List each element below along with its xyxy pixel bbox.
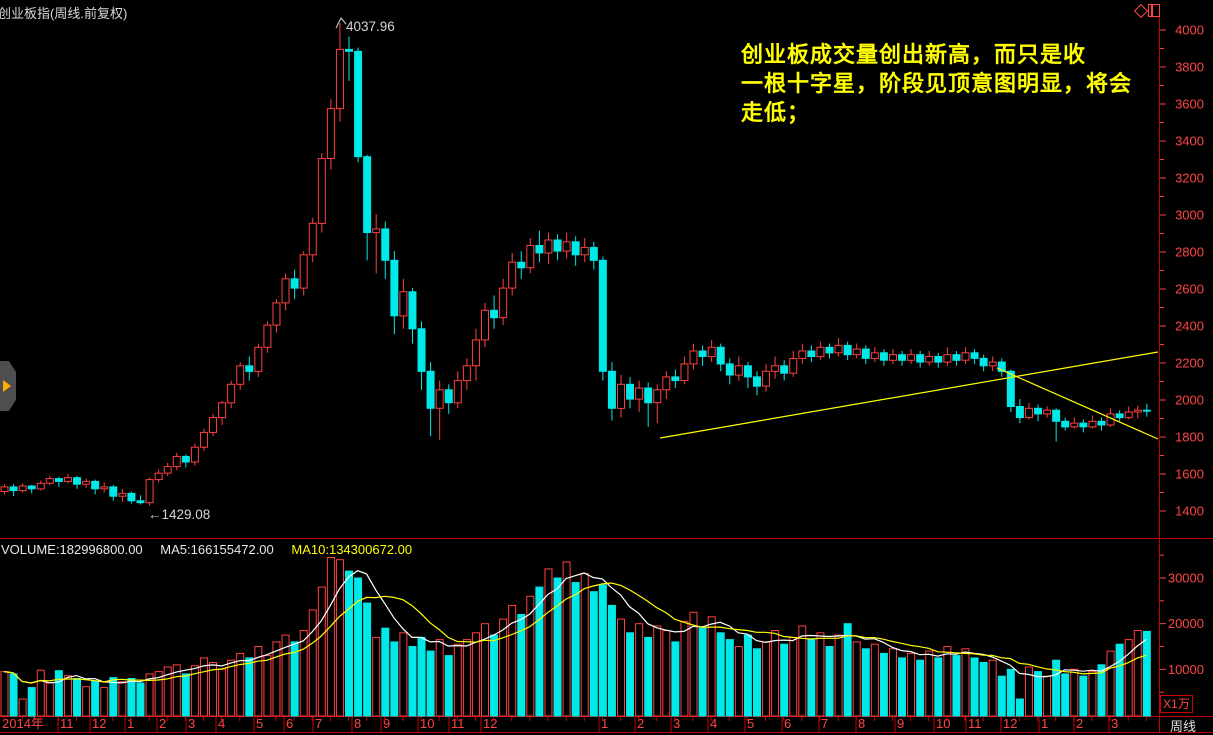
left-panel-expander[interactable] xyxy=(0,361,16,411)
svg-text:7: 7 xyxy=(315,716,322,731)
svg-text:2200: 2200 xyxy=(1175,356,1204,371)
svg-text:1: 1 xyxy=(601,716,608,731)
volume-value: VOLUME:182996800.00 xyxy=(1,542,143,557)
svg-text:6: 6 xyxy=(286,716,293,731)
svg-text:12: 12 xyxy=(483,716,497,731)
svg-text:2: 2 xyxy=(637,716,644,731)
svg-text:1: 1 xyxy=(1041,716,1048,731)
window-split-bar xyxy=(1151,5,1153,16)
svg-text:4037.96: 4037.96 xyxy=(346,19,395,34)
svg-text:←1429.08: ←1429.08 xyxy=(148,507,210,522)
svg-text:3200: 3200 xyxy=(1175,171,1204,186)
svg-text:10000: 10000 xyxy=(1168,662,1204,677)
svg-text:5: 5 xyxy=(256,716,263,731)
analyst-note: 创业板成交量创出新高，而只是收 一根十字星，阶段见顶意图明显，将会 走低； xyxy=(741,40,1132,127)
svg-text:3: 3 xyxy=(188,716,195,731)
svg-text:12: 12 xyxy=(1003,716,1017,731)
svg-text:11: 11 xyxy=(451,716,465,731)
svg-text:10: 10 xyxy=(936,716,950,731)
svg-text:9: 9 xyxy=(383,716,390,731)
svg-text:2: 2 xyxy=(159,716,166,731)
svg-text:2600: 2600 xyxy=(1175,282,1204,297)
svg-text:2014年: 2014年 xyxy=(2,716,44,731)
note-line: 一根十字星，阶段见顶意图明显，将会 xyxy=(741,71,1133,96)
svg-text:3: 3 xyxy=(1111,716,1118,731)
svg-text:1800: 1800 xyxy=(1175,430,1204,445)
instrument-title: 创业板指(周线.前复权) xyxy=(0,6,128,21)
svg-text:5: 5 xyxy=(747,716,754,731)
svg-text:3600: 3600 xyxy=(1175,97,1204,112)
svg-text:8: 8 xyxy=(858,716,865,731)
svg-text:4: 4 xyxy=(710,716,717,731)
svg-text:12: 12 xyxy=(92,716,106,731)
svg-text:4: 4 xyxy=(218,716,225,731)
svg-text:6: 6 xyxy=(784,716,791,731)
ma10-value: MA10:134300672.00 xyxy=(291,542,413,557)
svg-text:2: 2 xyxy=(1076,716,1083,731)
svg-text:4000: 4000 xyxy=(1175,23,1204,38)
volume-indicator-header: VOLUME:182996800.00 MA5:166155472.00 MA1… xyxy=(1,542,426,557)
window-split-icon[interactable] xyxy=(1148,4,1160,17)
svg-text:3: 3 xyxy=(673,716,680,731)
svg-text:11: 11 xyxy=(968,716,982,731)
svg-text:9: 9 xyxy=(897,716,904,731)
ma5-value: MA5:166155472.00 xyxy=(160,542,274,557)
svg-text:2800: 2800 xyxy=(1175,245,1204,260)
svg-text:8: 8 xyxy=(354,716,361,731)
svg-text:3000: 3000 xyxy=(1175,208,1204,223)
svg-text:20000: 20000 xyxy=(1168,616,1204,631)
note-line: 创业板成交量创出新高，而只是收 xyxy=(741,42,1087,67)
volume-unit-label: X1万 xyxy=(1160,695,1193,713)
period-label[interactable]: 周线 xyxy=(1170,719,1197,734)
svg-text:11: 11 xyxy=(60,716,74,731)
svg-text:2400: 2400 xyxy=(1175,319,1204,334)
arrow-right-icon xyxy=(3,380,11,392)
svg-text:10: 10 xyxy=(420,716,434,731)
svg-text:1400: 1400 xyxy=(1175,504,1204,519)
svg-text:1: 1 xyxy=(127,716,134,731)
svg-text:1600: 1600 xyxy=(1175,467,1204,482)
svg-text:30000: 30000 xyxy=(1168,571,1204,586)
svg-text:7: 7 xyxy=(821,716,828,731)
note-line: 走低； xyxy=(741,100,811,125)
svg-text:3400: 3400 xyxy=(1175,134,1204,149)
svg-text:3800: 3800 xyxy=(1175,60,1204,75)
svg-text:2000: 2000 xyxy=(1175,393,1204,408)
